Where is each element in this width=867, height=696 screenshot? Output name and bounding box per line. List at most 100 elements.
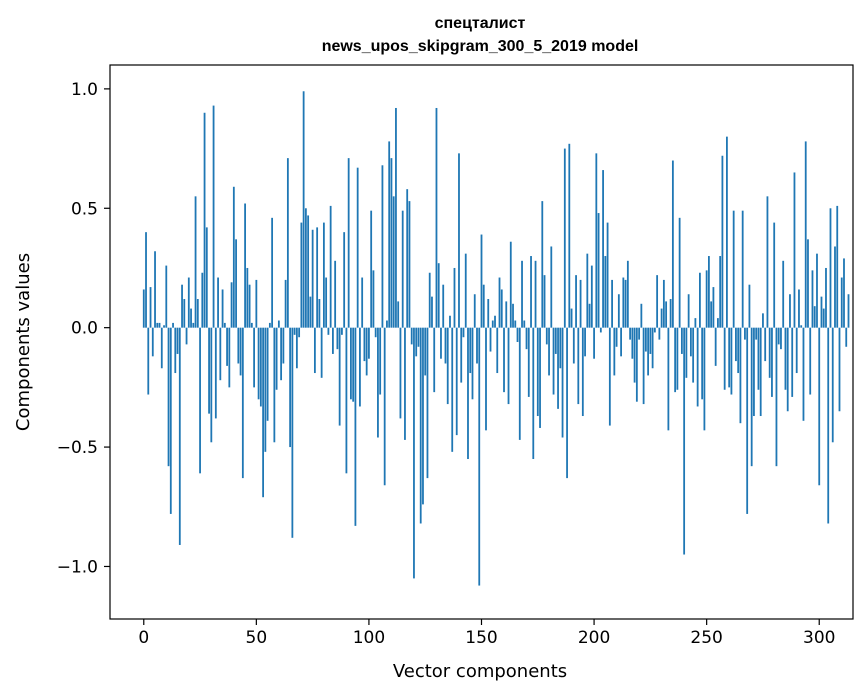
bar-230 — [660, 308, 663, 328]
x-tick-label: 150 — [465, 628, 497, 648]
bar-234 — [669, 299, 672, 328]
bar-194 — [579, 279, 582, 328]
bar-265 — [739, 327, 742, 424]
bar-298 — [813, 306, 816, 328]
bar-155 — [491, 320, 494, 328]
bar-75 — [311, 229, 314, 328]
y-axis-label: Components values — [13, 253, 34, 431]
bar-138 — [453, 267, 456, 328]
bar-128 — [431, 296, 433, 328]
bar-235 — [671, 160, 674, 328]
bar-76 — [313, 327, 316, 374]
bar-232 — [665, 301, 668, 328]
bar-49 — [253, 327, 255, 388]
bar-55 — [266, 327, 269, 421]
bar-121 — [415, 327, 418, 357]
bar-4 — [151, 327, 154, 357]
bar-236 — [674, 327, 677, 393]
bar-199 — [590, 265, 593, 328]
bar-106 — [381, 165, 384, 328]
bar-296 — [809, 327, 812, 395]
bar-186 — [561, 327, 564, 438]
bar-127 — [428, 272, 431, 328]
bar-9 — [163, 325, 165, 328]
y-axis-ticks: 1.0 0.5 0.0 −0.5 −1.0 — [57, 80, 110, 577]
bar-146 — [471, 327, 474, 400]
bar-301 — [820, 296, 823, 328]
y-tick-label: −0.5 — [57, 438, 98, 458]
bar-238 — [678, 217, 681, 328]
bar-169 — [523, 320, 526, 328]
bar-125 — [424, 327, 427, 376]
bar-42 — [237, 327, 240, 364]
bar-191 — [572, 327, 575, 364]
bar-288 — [791, 327, 794, 397]
bar-251 — [708, 256, 710, 328]
bar-34 — [219, 327, 222, 381]
bar-91 — [347, 158, 350, 328]
bar-110 — [390, 158, 393, 328]
bar-306 — [831, 327, 834, 443]
bar-30 — [210, 327, 213, 443]
y-tick-label: 0.5 — [71, 199, 98, 219]
plot-frame — [109, 64, 854, 620]
bar-190 — [570, 308, 573, 328]
bar-71 — [302, 91, 305, 328]
bar-78 — [318, 299, 321, 328]
bar-126 — [426, 327, 429, 479]
bar-159 — [500, 289, 503, 328]
bar-247 — [699, 272, 701, 328]
bar-46 — [246, 267, 249, 328]
bar-157 — [496, 327, 499, 374]
bar-103 — [374, 327, 377, 338]
bar-143 — [464, 253, 467, 328]
bar-8 — [160, 327, 163, 369]
bar-273 — [757, 327, 760, 390]
x-tick-label: 0 — [138, 628, 149, 648]
bar-43 — [239, 327, 242, 376]
bar-226 — [651, 327, 654, 369]
bar-163 — [509, 241, 512, 328]
bar-31 — [212, 105, 215, 328]
bar-215 — [626, 260, 629, 328]
bar-147 — [473, 294, 476, 328]
bar-67 — [293, 327, 296, 335]
bar-29 — [208, 327, 210, 414]
bar-1 — [145, 232, 147, 328]
bar-243 — [689, 327, 692, 357]
bar-96 — [359, 327, 361, 407]
bar-217 — [631, 327, 634, 359]
bar-22 — [192, 322, 195, 328]
bar-198 — [588, 303, 591, 328]
bar-207 — [608, 327, 611, 426]
bar-246 — [696, 327, 699, 407]
bar-174 — [534, 260, 537, 328]
bar-252 — [710, 301, 713, 328]
bar-189 — [568, 143, 571, 328]
chart-title: спецталист — [435, 15, 526, 32]
bar-295 — [807, 239, 809, 328]
bar-284 — [782, 260, 785, 328]
bar-287 — [789, 294, 791, 328]
bar-5 — [154, 251, 156, 328]
bar-309 — [838, 327, 841, 412]
bar-117 — [406, 189, 409, 328]
bar-201 — [595, 153, 598, 328]
bar-170 — [525, 327, 528, 350]
y-tick-label: 0.0 — [71, 319, 98, 339]
bar-47 — [248, 284, 251, 328]
bar-133 — [442, 284, 445, 328]
bar-72 — [304, 208, 307, 328]
bar-302 — [822, 308, 825, 328]
bar-257 — [721, 155, 724, 328]
bar-35 — [221, 289, 224, 328]
bar-263 — [735, 327, 737, 362]
bar-192 — [575, 275, 577, 328]
bar-300 — [818, 327, 821, 486]
bar-262 — [732, 210, 735, 328]
bar-153 — [487, 299, 490, 328]
bar-228 — [656, 275, 659, 328]
bar-113 — [397, 301, 400, 328]
bar-219 — [635, 327, 638, 402]
y-tick-label: −1.0 — [57, 557, 98, 577]
